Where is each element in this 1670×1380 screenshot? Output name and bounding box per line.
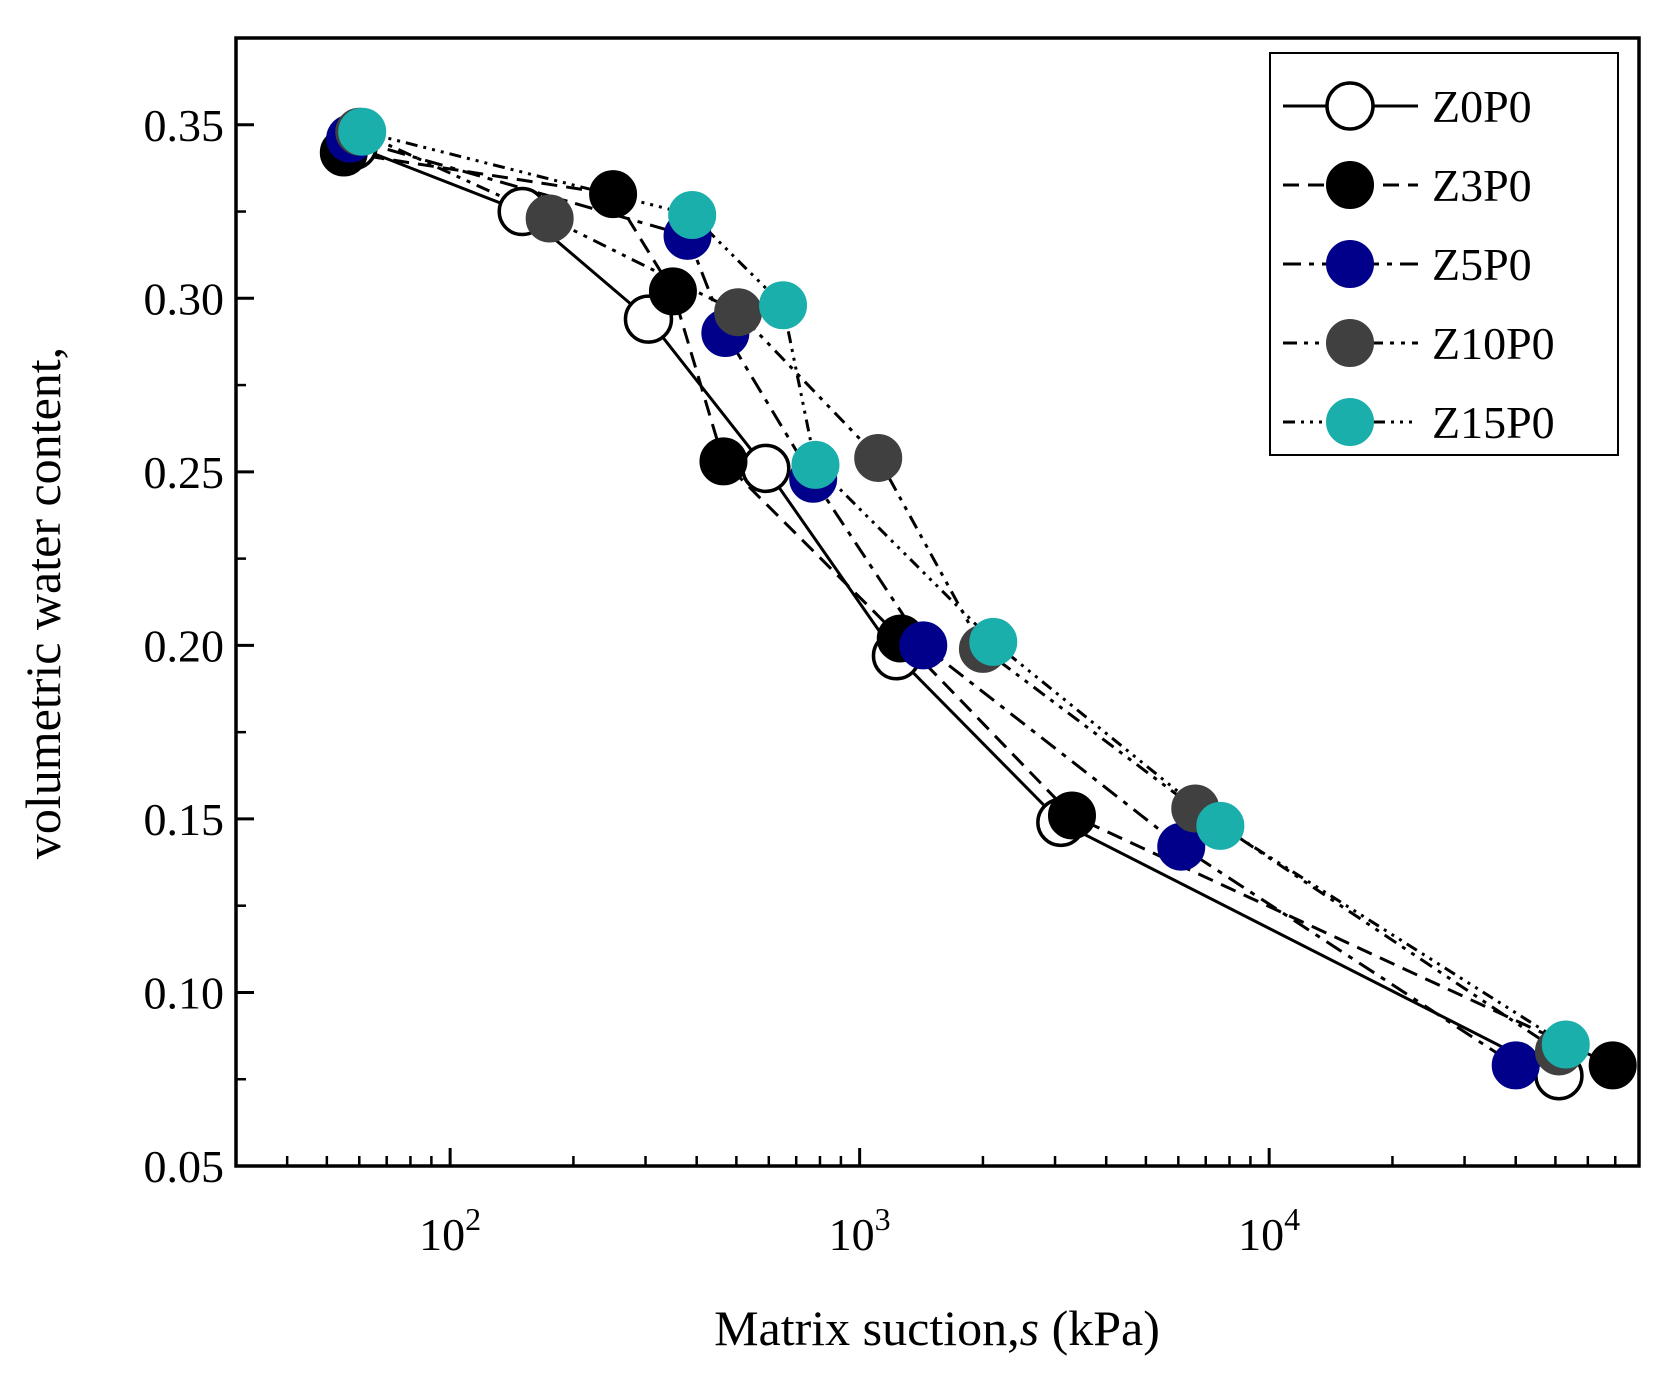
legend-frame	[1269, 52, 1619, 456]
data-point-z10p0	[854, 433, 903, 482]
x-tick-label: 103	[829, 1201, 891, 1260]
legend-label-z0p0: Z0P0	[1432, 81, 1532, 132]
data-point-z10p0	[525, 194, 574, 243]
legend: Z0P0 Z3P0 Z5P0 Z10P0 Z15P0	[1269, 52, 1619, 456]
data-point-z3p0	[699, 437, 748, 486]
legend-marker-z3p0	[1326, 161, 1374, 209]
data-point-z0p0	[741, 443, 791, 494]
legend-marker-z10p0	[1326, 319, 1374, 367]
legend-marker-z15p0	[1326, 398, 1374, 446]
data-point-z3p0	[589, 170, 638, 219]
data-point-z3p0	[1588, 1041, 1637, 1090]
data-point-z15p0	[759, 281, 808, 330]
y-axis-title: volumetric water content,	[15, 347, 71, 859]
data-point-z3p0	[648, 267, 697, 316]
y-tick-label: 0.10	[144, 967, 225, 1018]
y-tick-label: 0.05	[144, 1141, 225, 1192]
x-tick-label: 104	[1238, 1201, 1300, 1260]
data-point-z15p0	[1541, 1020, 1590, 1069]
legend-label-z3p0: Z3P0	[1432, 160, 1532, 211]
legend-label-z5p0: Z5P0	[1432, 239, 1532, 290]
data-point-z3p0	[1047, 791, 1096, 840]
tick-labels: 0.05 0.10 0.15 0.20 0.25 0.30 0.35 102 103 104	[144, 100, 1301, 1260]
series-markers	[319, 107, 1637, 1101]
y-tick-label: 0.15	[144, 794, 225, 845]
axis-ticks	[236, 36, 1617, 1168]
y-tick-label: 0.20	[144, 620, 225, 671]
legend-marker-z0p0	[1325, 81, 1375, 131]
x-tick-label: 102	[419, 1201, 481, 1260]
legend-marker-z5p0	[1326, 240, 1374, 288]
data-point-z15p0	[668, 191, 717, 240]
y-tick-label: 0.35	[144, 100, 225, 151]
data-point-z15p0	[791, 440, 840, 489]
y-tick-label: 0.30	[144, 273, 225, 324]
x-axis-title: Matrix suction,s (kPa)	[714, 1300, 1160, 1356]
legend-label-z10p0: Z10P0	[1432, 318, 1555, 369]
y-tick-label: 0.25	[144, 447, 225, 498]
data-point-z5p0	[899, 621, 948, 670]
data-point-z15p0	[1196, 801, 1245, 850]
data-point-z5p0	[1491, 1041, 1540, 1090]
data-point-z15p0	[969, 617, 1018, 666]
legend-label-z15p0: Z15P0	[1432, 397, 1555, 448]
data-point-z10p0	[714, 288, 763, 337]
plot-frame	[234, 36, 1641, 1168]
data-point-z15p0	[338, 107, 387, 156]
